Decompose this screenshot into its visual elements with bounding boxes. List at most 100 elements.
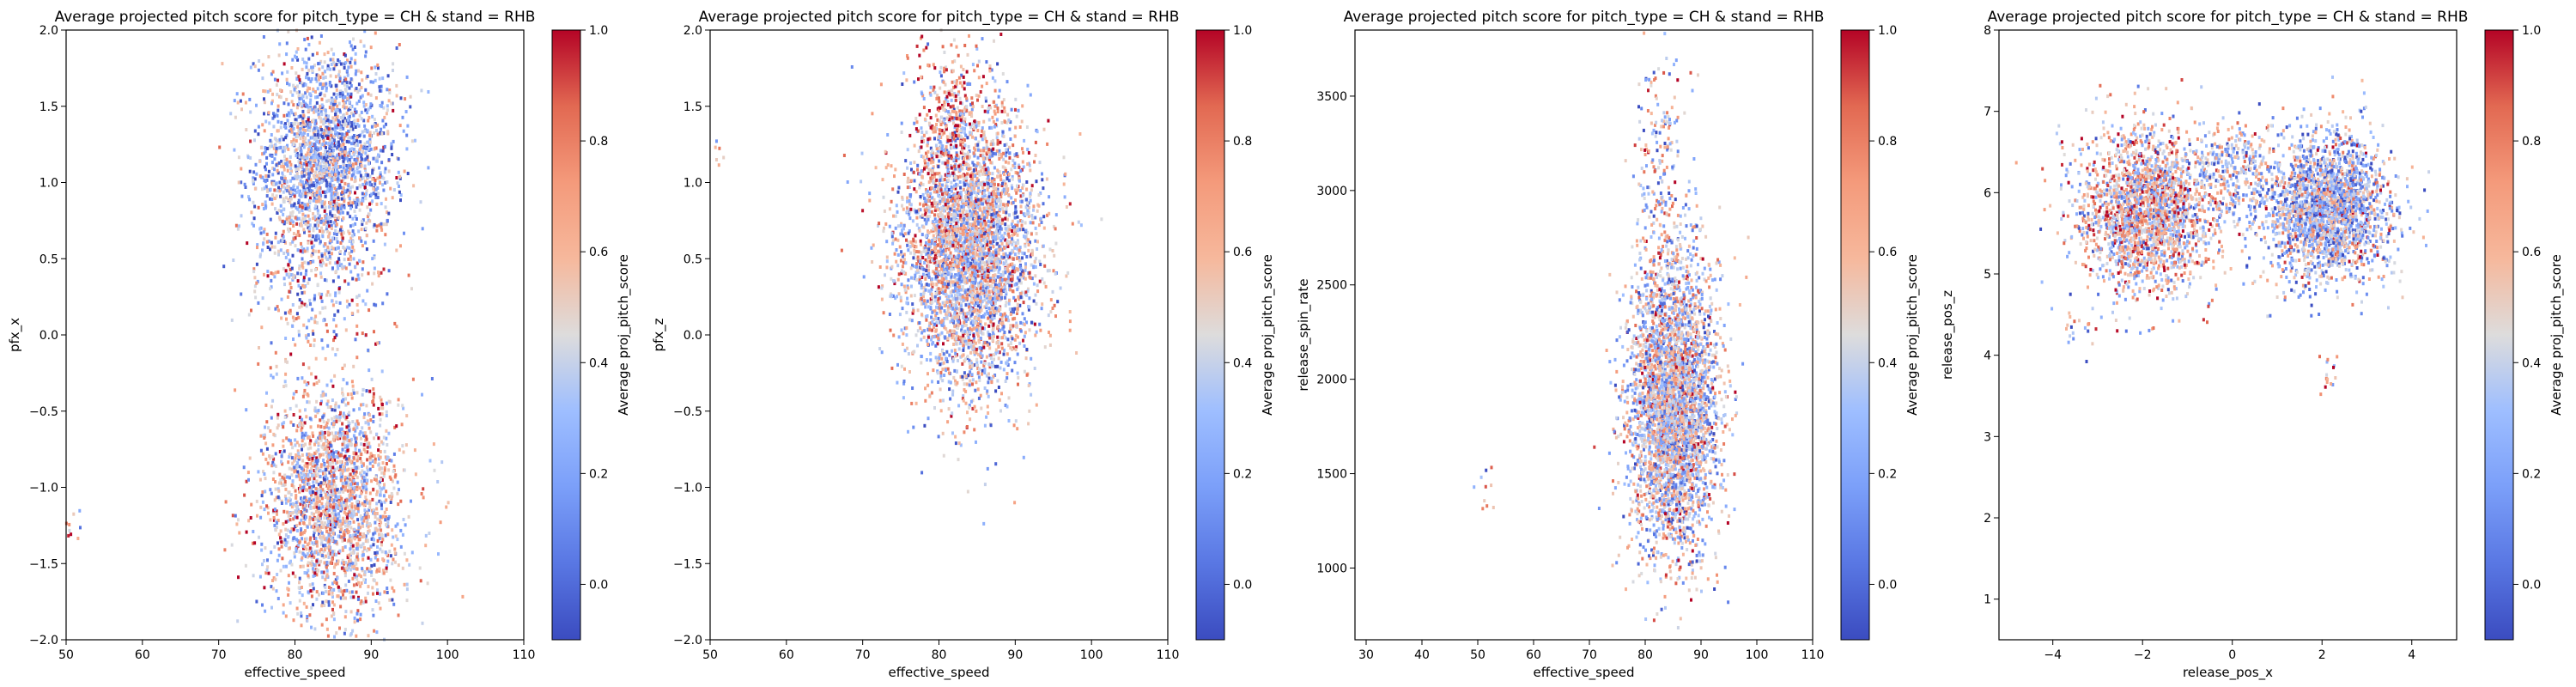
scatter-point (295, 549, 298, 553)
scatter-point (341, 590, 344, 594)
scatter-point (285, 186, 289, 191)
scatter-point (359, 173, 362, 178)
scatter-point (355, 567, 358, 571)
scatter-point (368, 491, 372, 495)
scatter-point (361, 568, 364, 573)
scatter-point (323, 463, 326, 467)
scatter-point (391, 586, 394, 590)
scatter-point (324, 476, 327, 480)
scatter-point (329, 210, 332, 214)
scatter-point (265, 194, 269, 198)
scatter-point (356, 499, 360, 503)
scatter-point (275, 83, 278, 87)
scatter-point (302, 247, 306, 252)
scatter-point (332, 199, 336, 204)
scatter-point (275, 364, 278, 368)
scatter-point (330, 536, 333, 540)
scatter-point (380, 487, 384, 491)
scatter-point (218, 145, 222, 149)
scatter-point (313, 469, 316, 472)
scatter-point (349, 92, 353, 96)
scatter-point (270, 278, 273, 283)
scatter-point (399, 244, 402, 248)
scatter-point (302, 485, 306, 489)
scatter-point (354, 575, 357, 579)
scatter-point (374, 124, 377, 128)
scatter-point (360, 575, 363, 579)
scatter-point (329, 58, 332, 62)
scatter-point (284, 520, 288, 524)
scatter-point (327, 441, 331, 446)
scatter-point (287, 460, 290, 465)
scatter-point (345, 415, 349, 419)
scatter-point (334, 261, 337, 265)
scatter-point (410, 139, 414, 143)
scatter-point (292, 517, 295, 521)
scatter-point (322, 139, 325, 143)
scatter-point (344, 485, 348, 489)
scatter-point (315, 187, 319, 192)
scatter-point (351, 201, 355, 205)
scatter-point (366, 155, 369, 159)
scatter-point (405, 582, 409, 587)
scatter-point (322, 153, 325, 156)
scatter-point (348, 410, 351, 415)
scatter-point (346, 58, 349, 63)
scatter-point (284, 527, 288, 532)
scatter-point (240, 214, 243, 218)
scatter-point (297, 128, 301, 132)
scatter-point (337, 275, 340, 279)
scatter-point (289, 518, 292, 522)
scatter-point (316, 211, 319, 216)
scatter-point (303, 249, 307, 253)
scatter-point (413, 448, 416, 453)
x-tick-label: 100 (436, 648, 459, 662)
scatter-point (275, 194, 278, 198)
scatter-point (340, 460, 343, 464)
scatter-point (350, 502, 354, 506)
scatter-point (365, 189, 368, 192)
scatter-point (301, 537, 304, 541)
scatter-point (373, 118, 376, 122)
scatter-point (343, 101, 346, 106)
scatter-point (330, 469, 333, 473)
scatter-point (324, 194, 327, 198)
scatter-point (378, 568, 381, 573)
scatter-point (325, 127, 327, 131)
scatter-point (337, 455, 340, 459)
scatter-point (325, 114, 328, 119)
scatter-point (256, 243, 259, 247)
scatter-point (346, 392, 349, 397)
scatter-point (295, 515, 299, 520)
scatter-point (306, 453, 309, 457)
scatter-point (289, 406, 292, 410)
scatter-point (319, 152, 322, 156)
scatter-point (315, 544, 319, 548)
scatter-point (311, 234, 314, 239)
scatter-point (336, 201, 338, 205)
scatter-point (334, 102, 337, 106)
scatter-point (321, 600, 325, 605)
scatter-point (286, 321, 289, 325)
scatter-point (331, 424, 335, 429)
scatter-point (341, 447, 344, 452)
scatter-point (307, 167, 311, 172)
scatter-point (292, 126, 295, 131)
colorbar-tick-label: 0.2 (589, 467, 608, 481)
scatter-point (313, 344, 316, 348)
scatter-point (332, 338, 335, 343)
scatter-point (296, 461, 300, 465)
scatter-point (317, 112, 320, 117)
scatter-point (382, 222, 386, 227)
scatter-point (325, 82, 328, 86)
scatter-point (300, 466, 303, 471)
scatter-point (355, 101, 359, 106)
scatter-point (299, 223, 302, 228)
scatter-point (249, 155, 252, 160)
scatter-point (323, 190, 326, 194)
scatter-point (311, 456, 314, 460)
scatter-point (313, 244, 316, 248)
scatter-point (347, 130, 350, 133)
scatter-point (310, 269, 313, 273)
scatter-point (343, 279, 347, 283)
